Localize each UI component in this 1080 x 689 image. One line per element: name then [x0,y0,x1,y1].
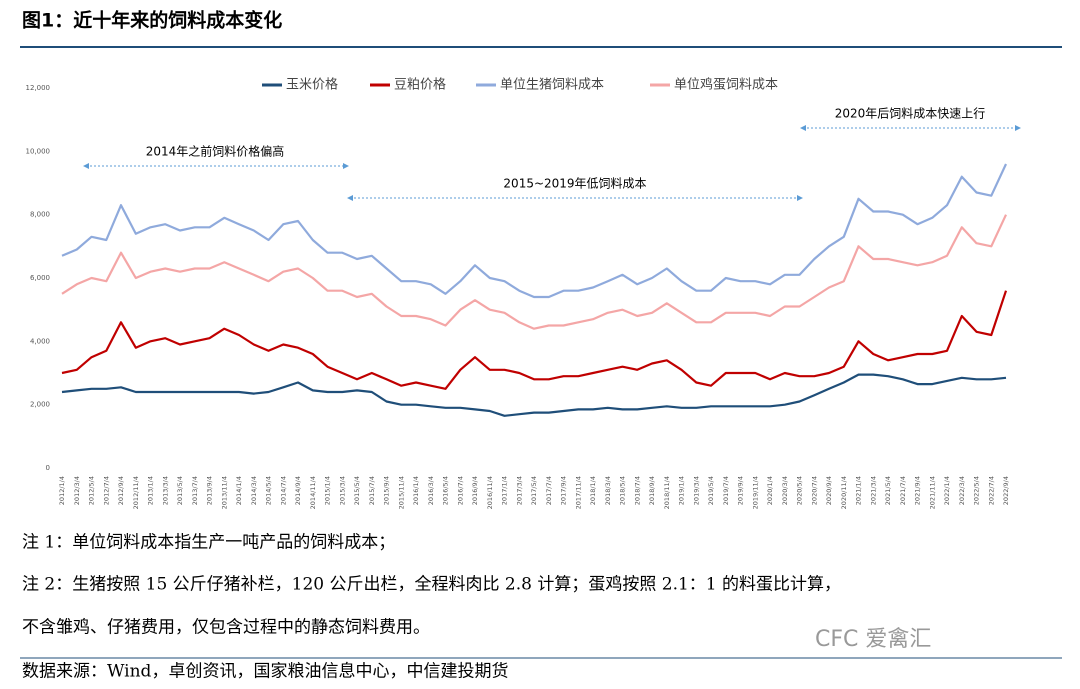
x-tick-label: 2020/11/4 [840,476,848,509]
series-line [61,290,1008,390]
x-tick-label: 2014/1/4 [235,476,243,505]
x-tick-label: 2017/5/4 [530,476,538,505]
x-tick-label: 2012/3/4 [73,476,81,505]
x-tick-label: 2019/1/4 [678,476,686,505]
x-tick-label: 2020/7/4 [810,476,818,505]
x-tick-label: 2022/1/4 [943,476,951,505]
x-tick-label: 2017/1/4 [501,476,509,505]
x-tick-label: 2012/5/4 [88,476,96,505]
x-tick-label: 2016/5/4 [442,476,450,505]
x-tick-label: 2019/3/4 [692,476,700,505]
y-tick-label: 6,000 [30,274,50,282]
x-tick-label: 2017/11/4 [574,476,582,509]
x-tick-label: 2021/5/4 [884,476,892,505]
note: 注 1：单位饲料成本指生产一吨产品的饲料成本； [22,533,395,553]
x-tick-label: 2012/7/4 [102,476,110,505]
x-tick-label: 2015/11/4 [397,476,405,509]
x-tick-label: 2022/9/4 [1002,476,1010,505]
legend-label: 玉米价格 [286,77,338,93]
x-tick-label: 2013/7/4 [191,476,199,505]
x-tick-label: 2019/9/4 [737,476,745,505]
legend-label: 单位生猪饲料成本 [500,78,604,93]
x-tick-label: 2016/9/4 [471,476,479,505]
x-tick-label: 2022/7/4 [987,476,995,505]
y-tick-label: 12,000 [26,84,51,92]
x-tick-label: 2016/3/4 [427,476,435,505]
y-tick-label: 10,000 [26,147,51,155]
x-tick-label: 2019/7/4 [722,476,730,505]
x-tick-label: 2012/1/4 [58,476,66,505]
x-tick-label: 2017/9/4 [560,476,568,505]
x-tick-label: 2016/7/4 [456,476,464,505]
x-tick-label: 2017/3/4 [515,476,523,505]
x-tick-label: 2018/11/4 [663,476,671,509]
x-tick-label: 2016/11/4 [486,476,494,509]
annotation-arrows [83,125,1021,201]
y-tick-label: 0 [46,464,50,472]
x-tick-label: 2021/11/4 [928,476,936,509]
x-tick-label: 2015/5/4 [353,476,361,505]
x-tick-label: 2022/3/4 [958,476,966,505]
legend-label: 豆粕价格 [394,77,446,93]
x-tick-label: 2020/5/4 [796,476,804,505]
legend-label: 单位鸡蛋饲料成本 [674,77,778,93]
x-tick-label: 2021/7/4 [899,476,907,505]
series-line [61,373,1007,417]
x-tick-label: 2017/7/4 [545,476,553,505]
y-tick-label: 8,000 [30,211,50,219]
x-tick-label: 2015/1/4 [324,476,332,505]
x-tick-label: 2013/3/4 [161,476,169,505]
figure-title: 图1：近十年来的饲料成本变化 [22,9,282,32]
x-tick-label: 2019/5/4 [707,476,715,505]
x-tick-label: 2018/3/4 [604,476,612,505]
x-tick-label: 2018/9/4 [648,476,656,505]
x-tick-label: 2013/5/4 [176,476,184,505]
x-tick-label: 2018/7/4 [633,476,641,505]
x-tick-label: 2014/11/4 [309,476,317,509]
x-tick-label: 2013/1/4 [147,476,155,505]
x-tick-label: 2022/5/4 [973,476,981,505]
x-tick-label: 2014/5/4 [265,476,273,505]
y-tick-label: 2,000 [30,401,50,409]
note: 注 2：生猪按照 15 公斤仔猪补栏，120 公斤出栏，全程料肉比 2.8 计算… [22,575,841,595]
x-tick-label: 2012/11/4 [132,476,140,509]
x-tick-label: 2019/11/4 [751,476,759,509]
x-tick-label: 2015/7/4 [368,476,376,505]
x-tick-label: 2014/7/4 [279,476,287,505]
series-line [61,214,1007,330]
x-tick-label: 2014/3/4 [250,476,258,505]
source: 数据来源：Wind，卓创资讯，国家粮油信息中心，中信建投期货 [22,662,508,682]
x-tick-label: 2018/1/4 [589,476,597,505]
x-tick-label: 2014/9/4 [294,476,302,505]
annotation: 2015~2019年低饲料成本 [503,177,646,191]
annotation: 2014年之前饲料价格偏高 [146,144,285,159]
x-tick-label: 2015/3/4 [338,476,346,505]
x-tick-label: 2012/9/4 [117,476,125,505]
annotation: 2020年后饲料成本快速上行 [835,107,986,121]
x-tick-label: 2020/9/4 [825,476,833,505]
x-tick-label: 2021/3/4 [869,476,877,505]
x-tick-label: 2015/9/4 [383,476,391,505]
x-tick-label: 2018/5/4 [619,476,627,505]
x-tick-label: 2020/1/4 [766,476,774,505]
series-line [61,163,1007,299]
watermark: CFC 爱禽汇 [815,627,931,652]
x-tick-label: 2013/11/4 [220,476,228,509]
x-tick-label: 2013/9/4 [206,476,214,505]
note: 不含雏鸡、仔猪费用，仅包含过程中的静态饲料费用。 [22,618,430,638]
y-tick-label: 4,000 [30,337,50,345]
x-tick-label: 2016/1/4 [412,476,420,505]
x-tick-label: 2020/3/4 [781,476,789,505]
x-tick-label: 2021/9/4 [914,476,922,505]
x-tick-label: 2021/1/4 [855,476,863,505]
